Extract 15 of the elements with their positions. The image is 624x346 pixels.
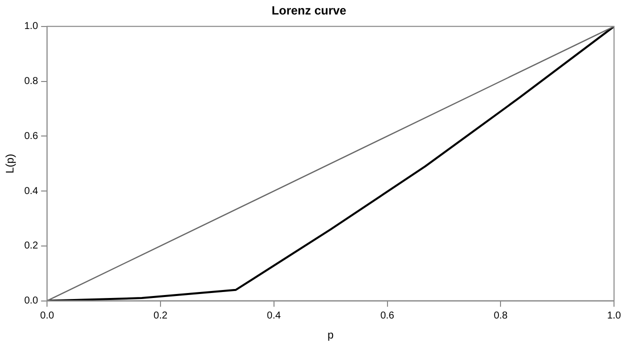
y-tick-label: 1.0 [24, 21, 39, 32]
x-tick-label: 1.0 [607, 310, 622, 322]
x-tick-label: 0.4 [266, 310, 282, 322]
y-tick-label: 0.0 [24, 296, 39, 307]
y-tick-label: 0.6 [24, 130, 39, 142]
x-tick-label: 0.6 [380, 310, 395, 322]
y-tick-label: 0.2 [24, 240, 39, 252]
y-axis-title: L(p) [4, 154, 17, 174]
x-tick-label: 0.8 [494, 310, 508, 322]
x-tick-label: 0.0 [40, 310, 54, 322]
chart-title: Lorenz curve [272, 4, 347, 18]
x-tick-label: 0.2 [154, 310, 168, 322]
y-tick-label: 0.8 [24, 76, 39, 88]
y-tick-label: 0.4 [24, 186, 39, 197]
x-axis-title: p [328, 329, 334, 342]
